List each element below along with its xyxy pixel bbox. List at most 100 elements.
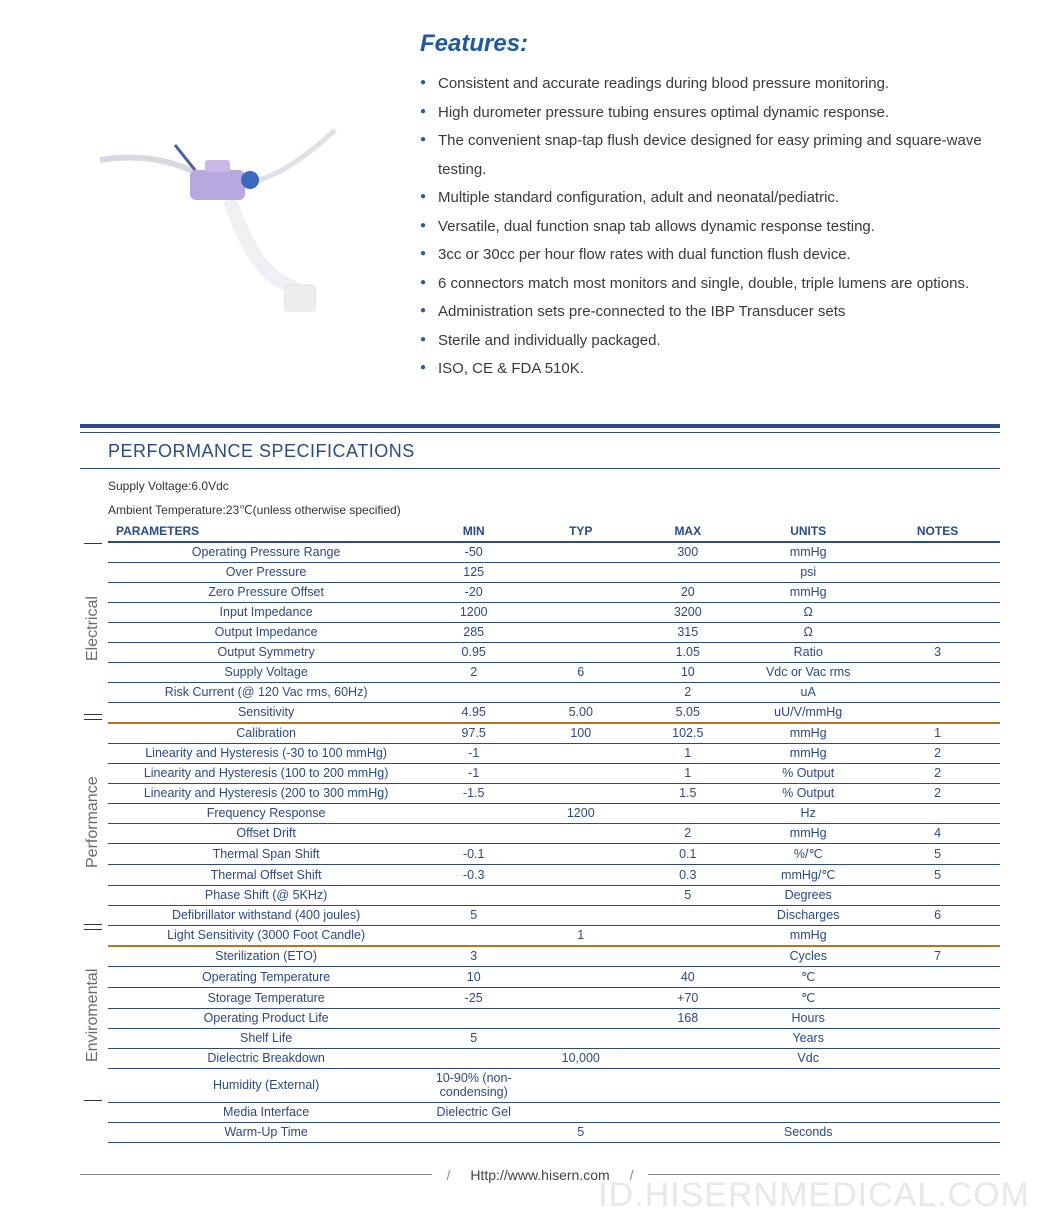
spec-cell: Years bbox=[741, 1028, 875, 1048]
spec-cell: mmHg bbox=[741, 925, 875, 946]
spec-cell bbox=[875, 682, 1000, 702]
spec-cell: 5.00 bbox=[527, 702, 634, 723]
spec-row: Phase Shift (@ 5KHz)5Degrees bbox=[108, 885, 1000, 905]
spec-cell bbox=[741, 1068, 875, 1102]
spec-cell bbox=[527, 743, 634, 763]
spec-cell: psi bbox=[741, 562, 875, 582]
spec-cell bbox=[527, 1102, 634, 1122]
spec-cell: 1 bbox=[634, 763, 741, 783]
spec-cell: 5 bbox=[634, 885, 741, 905]
spec-cell: 1200 bbox=[527, 803, 634, 823]
spec-section: PERFORMANCE SPECIFICATIONS Supply Voltag… bbox=[80, 424, 1000, 1183]
spec-cell: ℃ bbox=[741, 966, 875, 987]
spec-cell bbox=[527, 1028, 634, 1048]
spec-cell: 40 bbox=[634, 966, 741, 987]
spec-cell: -1 bbox=[420, 763, 527, 783]
spec-cell bbox=[527, 987, 634, 1008]
spec-cell bbox=[875, 925, 1000, 946]
spec-cell bbox=[875, 1068, 1000, 1102]
spec-cell: -50 bbox=[420, 542, 527, 563]
spec-cell: 100 bbox=[527, 723, 634, 744]
feature-item: 6 connectors match most monitors and sin… bbox=[420, 270, 1000, 299]
spec-cell: mmHg/℃ bbox=[741, 864, 875, 885]
group-label: Electrical bbox=[84, 543, 102, 715]
spec-cell bbox=[634, 905, 741, 925]
spec-cell: Operating Temperature bbox=[108, 966, 420, 987]
spec-title: PERFORMANCE SPECIFICATIONS bbox=[108, 441, 1000, 462]
spec-cell: Linearity and Hysteresis (200 to 300 mmH… bbox=[108, 783, 420, 803]
spec-cell: 1.05 bbox=[634, 642, 741, 662]
spec-cell: 20 bbox=[634, 582, 741, 602]
spec-cell bbox=[527, 946, 634, 967]
spec-cell bbox=[875, 582, 1000, 602]
spec-cell: 2 bbox=[875, 763, 1000, 783]
spec-cell: -20 bbox=[420, 582, 527, 602]
spec-cell bbox=[741, 1102, 875, 1122]
spec-row: Thermal Offset Shift-0.30.3mmHg/℃5 bbox=[108, 864, 1000, 885]
spec-cell bbox=[527, 905, 634, 925]
spec-cell: 2 bbox=[875, 743, 1000, 763]
spec-cell: Cycles bbox=[741, 946, 875, 967]
spec-row: Linearity and Hysteresis (-30 to 100 mmH… bbox=[108, 743, 1000, 763]
spec-cell: 2 bbox=[875, 783, 1000, 803]
spec-cell bbox=[420, 925, 527, 946]
spec-cell: %/℃ bbox=[741, 843, 875, 864]
spec-cell: 1 bbox=[527, 925, 634, 946]
group-label: Enviromental bbox=[84, 929, 102, 1101]
spec-cell: Output Symmetry bbox=[108, 642, 420, 662]
spec-cell: 5 bbox=[420, 905, 527, 925]
spec-cell bbox=[527, 783, 634, 803]
spec-cell: Defibrillator withstand (400 joules) bbox=[108, 905, 420, 925]
spec-cell: 6 bbox=[875, 905, 1000, 925]
spec-cell: Media Interface bbox=[108, 1102, 420, 1122]
spec-cell: 3 bbox=[420, 946, 527, 967]
spec-cell: Ω bbox=[741, 622, 875, 642]
spec-cell: Supply Voltage bbox=[108, 662, 420, 682]
spec-cell: 1 bbox=[634, 743, 741, 763]
features-block: Features: Consistent and accurate readin… bbox=[420, 30, 1000, 384]
spec-row: Frequency Response1200Hz bbox=[108, 803, 1000, 823]
feature-item: Administration sets pre-connected to the… bbox=[420, 298, 1000, 327]
spec-cell bbox=[527, 582, 634, 602]
spec-cell bbox=[527, 966, 634, 987]
spec-cell: Warm-Up Time bbox=[108, 1122, 420, 1142]
spec-cell: Degrees bbox=[741, 885, 875, 905]
spec-row: Over Pressure125psi bbox=[108, 562, 1000, 582]
spec-cell bbox=[875, 662, 1000, 682]
spec-row: Risk Current (@ 120 Vac rms, 60Hz)2uA bbox=[108, 682, 1000, 702]
spec-cell: 3200 bbox=[634, 602, 741, 622]
spec-cell: 5.05 bbox=[634, 702, 741, 723]
spec-cell: Sensitivity bbox=[108, 702, 420, 723]
spec-cell: Frequency Response bbox=[108, 803, 420, 823]
spec-cell bbox=[875, 622, 1000, 642]
spec-cell bbox=[420, 803, 527, 823]
spec-row: Humidity (External)10-90% (non-condensin… bbox=[108, 1068, 1000, 1102]
spec-cell: 5 bbox=[875, 843, 1000, 864]
feature-item: The convenient snap-tap flush device des… bbox=[420, 127, 1000, 184]
spec-cell bbox=[420, 1048, 527, 1068]
spec-row: Sterilization (ETO)3Cycles7 bbox=[108, 946, 1000, 967]
spec-cell bbox=[527, 843, 634, 864]
spec-col-header: MIN bbox=[420, 521, 527, 542]
spec-cell bbox=[875, 1102, 1000, 1122]
spec-cell: Over Pressure bbox=[108, 562, 420, 582]
spec-cell bbox=[527, 622, 634, 642]
spec-cell bbox=[875, 1008, 1000, 1028]
feature-item: Versatile, dual function snap tab allows… bbox=[420, 213, 1000, 242]
spec-cell: 0.3 bbox=[634, 864, 741, 885]
spec-row: Offset Drift2mmHg4 bbox=[108, 823, 1000, 843]
spec-cell: Seconds bbox=[741, 1122, 875, 1142]
spec-row: Dielectric Breakdown10,000Vdc bbox=[108, 1048, 1000, 1068]
spec-cell: mmHg bbox=[741, 823, 875, 843]
spec-col-header: PARAMETERS bbox=[108, 521, 420, 542]
spec-cell: mmHg bbox=[741, 723, 875, 744]
product-image bbox=[80, 30, 380, 330]
spec-row: Operating Pressure Range-50300mmHg bbox=[108, 542, 1000, 563]
feature-item: High durometer pressure tubing ensures o… bbox=[420, 99, 1000, 128]
spec-cell: 3 bbox=[875, 642, 1000, 662]
spec-col-header: UNITS bbox=[741, 521, 875, 542]
spec-cell: 300 bbox=[634, 542, 741, 563]
spec-cell: 6 bbox=[527, 662, 634, 682]
spec-cell: -0.3 bbox=[420, 864, 527, 885]
spec-row: Supply Voltage2610Vdc or Vac rms bbox=[108, 662, 1000, 682]
